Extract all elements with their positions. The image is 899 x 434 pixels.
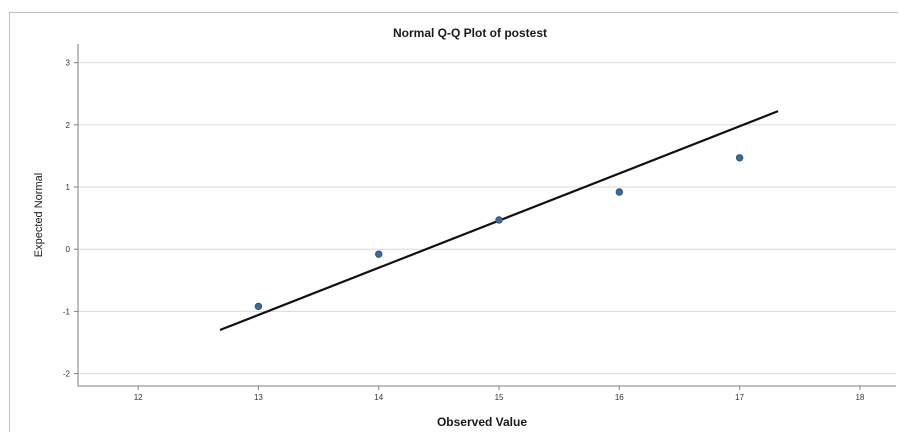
x-tick-label: 16 bbox=[615, 393, 624, 402]
chart-frame bbox=[9, 12, 898, 432]
data-point bbox=[615, 188, 624, 196]
x-tick-label: 15 bbox=[495, 393, 504, 402]
x-tick-label: 12 bbox=[134, 393, 143, 402]
y-tick-labels: 3 2 1 0 -1 -2 bbox=[63, 59, 71, 379]
x-tick-label: 13 bbox=[254, 393, 263, 402]
y-tick-label: 3 bbox=[66, 59, 71, 68]
chart-title: Normal Q-Q Plot of postest bbox=[393, 26, 547, 40]
data-point bbox=[735, 154, 744, 162]
x-tick-labels: 12 13 14 15 16 17 18 bbox=[134, 393, 865, 402]
gridlines bbox=[78, 62, 896, 375]
data-point bbox=[375, 250, 383, 258]
y-axis-label: Expected Normal bbox=[33, 173, 45, 257]
y-tick-label: 0 bbox=[66, 245, 71, 254]
data-point bbox=[495, 216, 503, 224]
data-points bbox=[254, 154, 744, 311]
x-tick-label: 14 bbox=[374, 393, 383, 402]
data-point bbox=[254, 302, 263, 311]
y-tick-label: 2 bbox=[66, 121, 71, 130]
x-tick-label: 18 bbox=[855, 393, 864, 402]
y-tick-label: 1 bbox=[66, 183, 71, 192]
x-axis-label: Observed Value bbox=[437, 415, 527, 429]
y-tick-label: -2 bbox=[63, 370, 71, 379]
axes bbox=[74, 44, 896, 390]
x-tick-label: 17 bbox=[735, 393, 744, 402]
y-tick-label: -1 bbox=[63, 307, 71, 316]
